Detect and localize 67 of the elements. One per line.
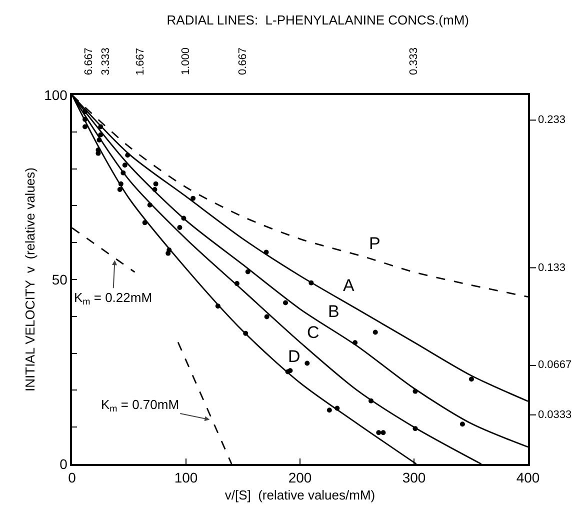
point: [376, 430, 382, 436]
text: 0.667: [237, 47, 249, 75]
text: 0.0333: [538, 409, 572, 421]
series-label: A: [343, 276, 355, 295]
point: [82, 109, 88, 114]
x-tick-label: 400: [516, 470, 540, 486]
point: [264, 314, 270, 320]
point: [120, 170, 126, 176]
y-axis-title: INITIAL VELOCITY v (relative values): [22, 168, 38, 392]
series-label: D: [288, 347, 300, 366]
y-tick-label: 50: [52, 271, 68, 288]
point: [326, 408, 332, 413]
point: [118, 181, 124, 186]
point: [98, 132, 104, 138]
point: [468, 376, 474, 382]
point: [190, 196, 196, 201]
point: [234, 281, 240, 286]
point: [98, 124, 104, 130]
point: [380, 430, 386, 436]
point: [288, 368, 293, 374]
text: 0.233: [538, 114, 566, 126]
point: [153, 181, 158, 186]
x-axis-title: v/[S] (relative values/mM): [224, 488, 376, 503]
text: 1.667: [134, 48, 146, 76]
point: [125, 152, 130, 158]
point: [181, 216, 186, 221]
annotation: K$_{m}$ = 0.70mM: [101, 397, 180, 414]
text: 1.000: [180, 47, 192, 75]
point: [147, 202, 152, 208]
point: [82, 124, 88, 130]
point: [122, 162, 128, 168]
point: [166, 250, 171, 256]
point: [283, 300, 288, 306]
point: [243, 330, 248, 336]
point: [412, 426, 418, 432]
point: [352, 340, 358, 346]
point: [304, 360, 310, 366]
chart-title: RADIAL LINES: L-PHENYLALANINE CONCS.(mM): [166, 12, 469, 28]
point: [264, 250, 269, 255]
point: [142, 220, 148, 226]
text: 6.667: [83, 48, 96, 76]
x-tick-label: 100: [174, 470, 198, 486]
y-tick-label: 100: [44, 86, 68, 103]
point: [117, 186, 122, 192]
text: 0.0667: [538, 359, 572, 371]
x-tick-label: 200: [288, 470, 312, 486]
series-label: B: [328, 302, 340, 321]
point: [334, 406, 340, 411]
annotation: K$_{m}$ = 0.22mM: [74, 290, 152, 307]
point: [177, 224, 182, 230]
text: 3.333: [100, 48, 112, 76]
y-tick-label: 0: [60, 456, 68, 472]
point: [308, 280, 314, 286]
point: [412, 388, 418, 394]
text: 0.133: [538, 262, 566, 274]
series-label: P: [369, 234, 380, 253]
series-label: C: [307, 323, 320, 342]
point: [372, 330, 378, 335]
point: [215, 304, 220, 309]
point: [82, 116, 88, 122]
point: [460, 422, 465, 427]
point: [245, 269, 250, 274]
point: [152, 186, 158, 192]
point: [96, 138, 102, 143]
point: [368, 398, 374, 404]
text: 0.333: [408, 47, 420, 75]
x-tick-label: 300: [402, 470, 426, 486]
